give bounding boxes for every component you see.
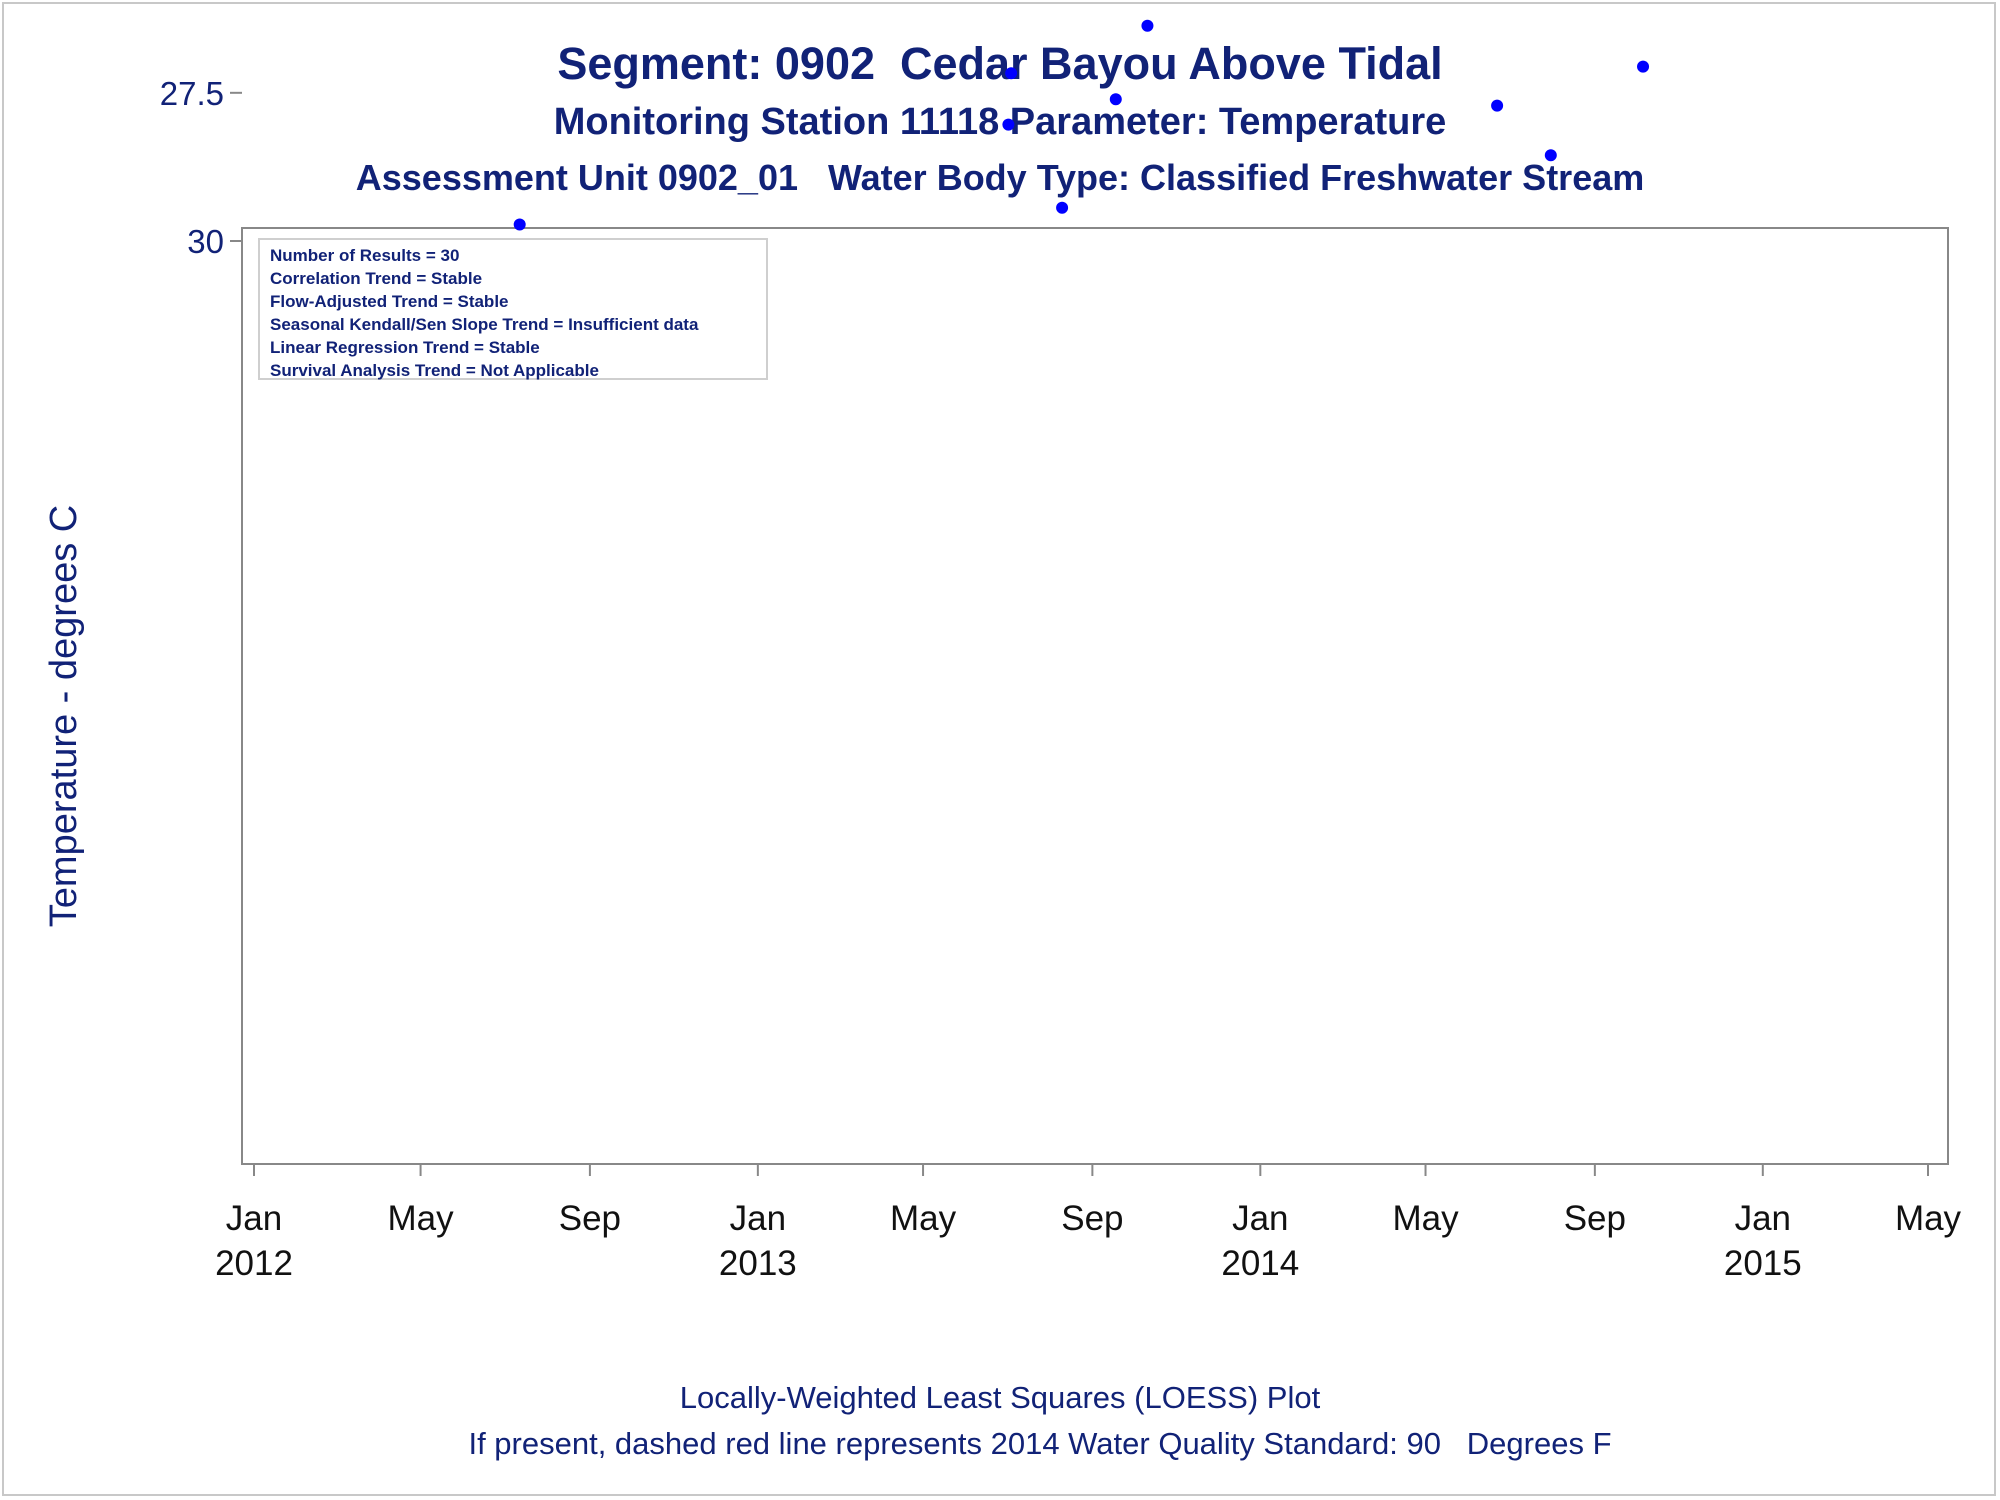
x-tick-label: Sep [559, 1199, 621, 1238]
footnote-water-quality-standard: If present, dashed red line represents 2… [468, 1426, 1612, 1461]
x-tick-label: Sep [1564, 1199, 1626, 1238]
data-point [1141, 19, 1154, 32]
data-point [1056, 201, 1069, 214]
stat-flow-adjusted-trend: Flow-Adjusted Trend = Stable [270, 292, 509, 311]
footnote-loess: Locally-Weighted Least Squares (LOESS) P… [679, 1380, 1321, 1415]
stat-linear-regression-trend: Linear Regression Trend = Stable [270, 338, 540, 357]
stat-correlation-trend: Correlation Trend = Stable [270, 269, 483, 288]
y-tick-label: 30 [187, 223, 224, 260]
data-point [1491, 99, 1504, 112]
x-tick-label: Jan [730, 1199, 786, 1238]
trend-stats-box: Number of Results = 30 Correlation Trend… [258, 238, 768, 380]
data-point [1544, 149, 1557, 162]
chart-title: Segment: 0902 Cedar Bayou Above Tidal [557, 38, 1443, 89]
chart-subtitle-assessment-unit: Assessment Unit 0902_01 Water Body Type:… [355, 157, 1645, 198]
x-tick-label: May [1895, 1199, 1962, 1238]
plot-area-frame [241, 227, 1949, 1165]
y-axis-label: Temperature - degrees C [43, 505, 85, 927]
x-tick-label: Jan [1735, 1199, 1791, 1238]
data-point [1002, 118, 1015, 131]
stat-seasonal-kendall-trend: Seasonal Kendall/Sen Slope Trend = Insuf… [270, 315, 699, 334]
x-tick-label: Jan [226, 1199, 282, 1238]
x-tick-label: Sep [1061, 1199, 1123, 1238]
x-tick-year-label: 2014 [1221, 1244, 1299, 1283]
data-point [1637, 60, 1650, 73]
x-tick-year-label: 2012 [215, 1244, 293, 1283]
stat-survival-analysis-trend: Survival Analysis Trend = Not Applicable [270, 361, 599, 380]
stat-number-of-results: Number of Results = 30 [270, 246, 460, 265]
chart-subtitle-station: Monitoring Station 11118 Parameter: Temp… [553, 101, 1447, 143]
x-tick-year-label: 2015 [1724, 1244, 1802, 1283]
data-point [513, 218, 526, 231]
x-tick-label: May [1392, 1199, 1459, 1238]
x-tick-year-label: 2013 [719, 1244, 797, 1283]
x-tick-label: Jan [1232, 1199, 1288, 1238]
x-tick-label: May [388, 1199, 455, 1238]
data-point [1109, 93, 1122, 106]
data-point [1005, 67, 1018, 80]
y-tick-label: 27.5 [160, 75, 224, 112]
x-tick-label: May [890, 1199, 957, 1238]
